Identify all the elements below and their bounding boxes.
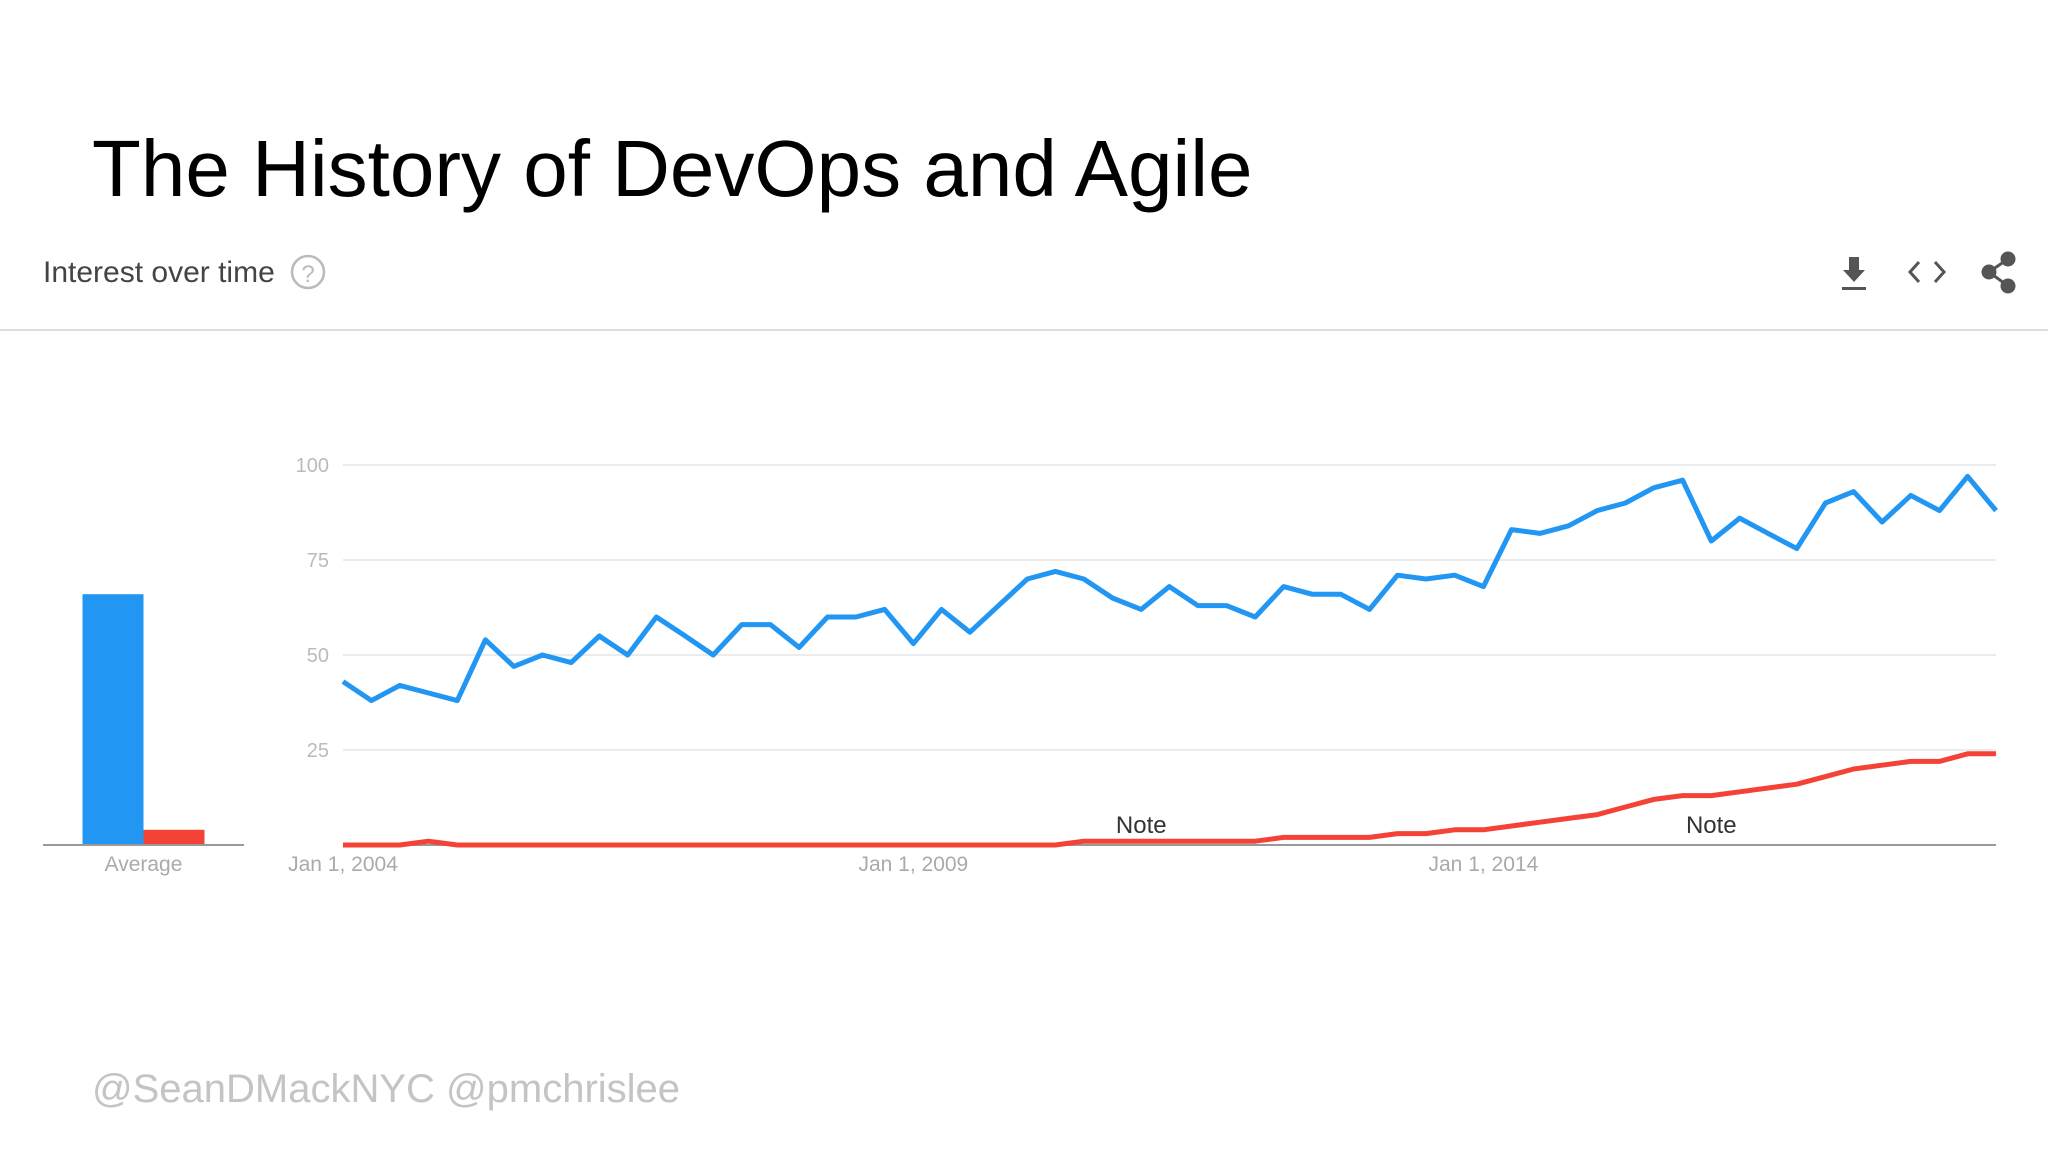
download-icon[interactable]: [1842, 257, 1866, 290]
annotation: Note: [1116, 812, 1167, 839]
average-bar: [82, 594, 144, 845]
footer: @SeanDMackNYC @pmchrislee: [92, 1067, 680, 1111]
chart-title: Interest over time: [43, 256, 275, 289]
y-tick-label: 75: [307, 550, 329, 572]
x-tick-label: Jan 1, 2004: [288, 853, 398, 876]
x-tick-label: Jan 1, 2014: [1429, 853, 1539, 876]
share-icon[interactable]: [1981, 251, 2016, 294]
embed-icon[interactable]: [1907, 260, 1947, 284]
x-tick-label: Average: [105, 853, 183, 876]
y-tick-label: 50: [307, 645, 329, 667]
x-tick-label: Jan 1, 2009: [858, 853, 968, 876]
trend-line: [343, 751, 1996, 848]
slide-title: The History of DevOps and Agile: [92, 124, 1253, 213]
trend-line: [341, 473, 1998, 704]
y-tick-label: 25: [307, 740, 329, 762]
annotation: Note: [1686, 812, 1737, 839]
help-icon[interactable]: ?: [290, 254, 326, 290]
average-bar: [143, 829, 205, 845]
y-tick-label: 100: [296, 455, 329, 477]
svg-text:?: ?: [301, 261, 314, 288]
